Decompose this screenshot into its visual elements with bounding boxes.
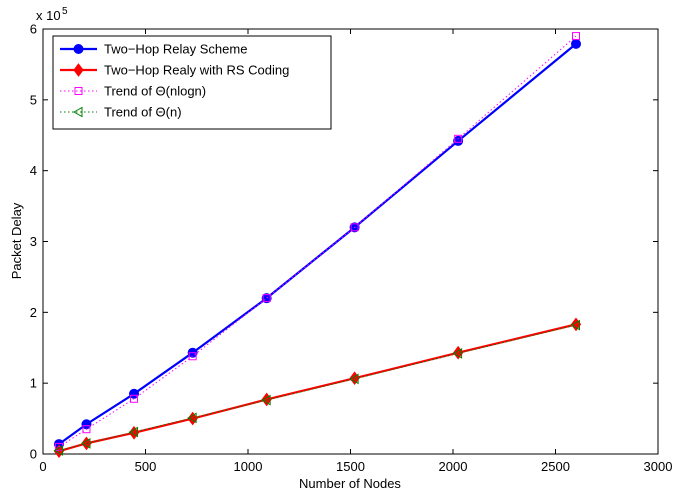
x-tick-label: 500 [135,459,157,474]
legend: Two−Hop Relay Scheme Two−Hop Realy with R… [52,35,332,130]
data-point [262,294,271,303]
series-line [58,324,577,451]
y-tick-label: 1 [30,376,37,391]
y-tick-label: 2 [30,305,37,320]
data-point [350,223,359,232]
series-3 [53,319,580,456]
x-axis-title: Number of Nodes [299,476,401,491]
data-point [349,373,359,385]
data-point [128,426,139,438]
legend-marker [72,106,83,118]
legend-marker [73,63,84,77]
legend-marker [73,44,84,54]
data-point [130,394,139,403]
x-tick-label: 0 [39,459,46,474]
data-point [80,438,91,449]
legend-label: Two−Hop Relay Scheme [104,42,247,57]
legend-box [52,35,332,130]
legend-entry: Trend of Θ(nlogn) [60,84,206,99]
y-tick-label: 3 [30,234,37,249]
series-line [58,43,577,445]
legend-label: Trend of Θ(nlogn) [104,84,206,99]
y-tick-label: 6 [30,22,37,37]
data-point [570,319,580,331]
legend-entry: Two−Hop Relay Scheme [60,42,247,57]
legend-entry: Trend of Θ(n) [60,105,182,120]
legend-marker [74,87,83,95]
x-tick-label: 3000 [644,459,673,474]
axis-ticks: 0 500 1000 1500 2000 2500 3000 0 1 2 3 4 5 6 [30,22,673,475]
data-point [188,352,197,361]
legend-label: Two−Hop Realy with RS Coding [104,63,289,78]
data-point [82,425,91,434]
x-tick-label: 2500 [541,459,570,474]
x-tick-label: 1500 [336,459,365,474]
legend-label: Trend of Θ(n) [104,105,182,120]
series-2 [54,32,580,451]
legend-entry: Two−Hop Realy with RS Coding [60,63,289,78]
data-point [571,38,581,49]
x-tick-label: 1000 [234,459,263,474]
y-tick-label: 4 [30,163,37,178]
data-point [454,134,463,143]
y-tick-label: 5 [30,92,37,107]
series-line [58,35,577,448]
data-point [453,135,464,146]
x-tick-label: 2000 [439,459,468,474]
y-axis-multiplier: x 10 5 [36,6,68,23]
series-layer [53,32,582,458]
y-multiplier-base: x 10 [36,8,61,23]
data-point [452,348,463,359]
y-axis-title: Packet Delay [9,202,24,279]
data-point [261,394,271,406]
y-tick-label: 0 [30,447,37,462]
data-point [187,412,197,424]
data-point [53,445,63,456]
y-multiplier-exponent: 5 [62,6,68,17]
data-point [572,32,580,41]
